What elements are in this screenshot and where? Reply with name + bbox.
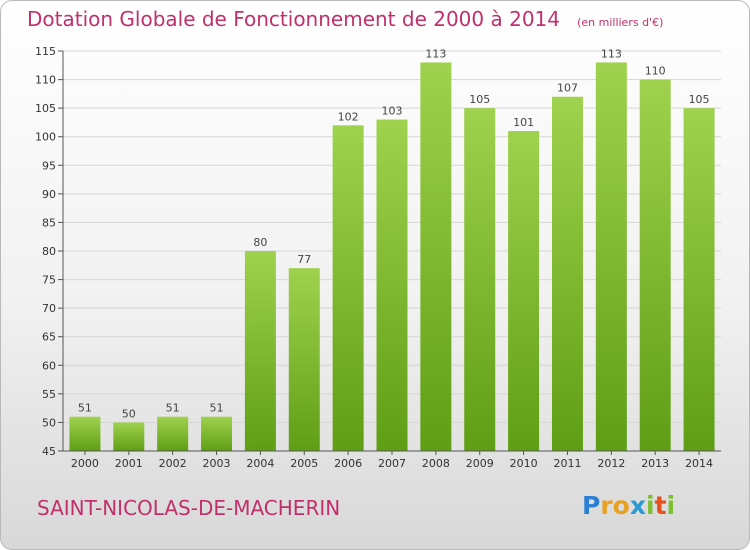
x-tick-label-2007: 2007 [378, 457, 406, 470]
x-tick-label-2005: 2005 [290, 457, 318, 470]
chart-subtitle: (en milliers d'€) [577, 16, 664, 29]
bar-2011 [551, 96, 583, 451]
value-label-2011: 107 [557, 82, 578, 95]
bars [69, 62, 715, 452]
y-tick-label: 65 [42, 331, 56, 344]
y-tick-label: 75 [42, 274, 56, 287]
value-label-2009: 105 [469, 93, 490, 106]
y-tick-label: 70 [42, 302, 56, 315]
y-tick-label: 95 [42, 159, 56, 172]
x-tick-label-2000: 2000 [71, 457, 99, 470]
x-tick-label-2011: 2011 [553, 457, 581, 470]
y-tick-label: 105 [35, 102, 56, 115]
value-label-2005: 77 [297, 253, 311, 266]
x-tick-label-2012: 2012 [597, 457, 625, 470]
bar-2007 [376, 119, 408, 452]
chart-title: Dotation Globale de Fonctionnement de 20… [27, 7, 560, 31]
y-tick-label: 90 [42, 188, 56, 201]
y-tick-label: 115 [35, 45, 56, 58]
bar-2013 [639, 79, 671, 452]
bar-2009 [464, 108, 496, 452]
y-tick-label: 80 [42, 245, 56, 258]
x-tick-label-2002: 2002 [159, 457, 187, 470]
value-label-2007: 103 [382, 105, 403, 118]
x-tick-label-2013: 2013 [641, 457, 669, 470]
bar-2008 [420, 62, 452, 452]
title-row: Dotation Globale de Fonctionnement de 20… [27, 7, 663, 31]
y-tick-label: 60 [42, 359, 56, 372]
bar-2000 [69, 416, 101, 451]
commune-name: SAINT-NICOLAS-DE-MACHERIN [37, 496, 341, 520]
x-tick-label-2006: 2006 [334, 457, 362, 470]
x-tick-label-2010: 2010 [510, 457, 538, 470]
logo-letter: i [666, 491, 676, 520]
x-tick-label-2001: 2001 [115, 457, 143, 470]
y-tick-label: 85 [42, 216, 56, 229]
x-tick-label-2004: 2004 [246, 457, 274, 470]
logo-letter: i [646, 491, 655, 520]
bar-2012 [595, 62, 627, 452]
y-tick-label: 55 [42, 388, 56, 401]
value-label-2001: 50 [122, 407, 136, 420]
logo-letter: t [654, 491, 667, 520]
value-label-2012: 113 [601, 47, 622, 60]
bar-2004 [244, 251, 276, 451]
x-tick-label-2014: 2014 [685, 457, 713, 470]
y-axis: 45 50 55 60 65 70 75 80 85 90 95 100 105 110 115 [35, 45, 64, 458]
bar-2003 [201, 416, 233, 451]
x-tick-label-2009: 2009 [466, 457, 494, 470]
bar-2014 [683, 108, 715, 452]
value-label-2000: 51 [78, 402, 92, 415]
logo-letter: P [582, 491, 601, 520]
bar-2001 [113, 422, 145, 451]
value-label-2002: 51 [166, 402, 180, 415]
x-axis: 2000 2001 2002 2003 2004 2005 2006 2007 2008 2009… [63, 450, 721, 470]
value-label-2014: 105 [689, 93, 710, 106]
value-labels: 51 50 51 51 80 77 102 103 113 105 101 107 113 110 105 [78, 47, 710, 420]
value-label-2013: 110 [645, 65, 666, 78]
logo-letter: o [612, 491, 630, 520]
bar-2006 [332, 125, 364, 452]
value-label-2008: 113 [425, 47, 446, 60]
x-tick-label-2003: 2003 [203, 457, 231, 470]
y-tick-label: 110 [35, 74, 56, 87]
logo-letter: r [600, 491, 613, 520]
value-label-2003: 51 [210, 402, 224, 415]
logo-letter: x [629, 491, 646, 520]
y-tick-label: 50 [42, 416, 56, 429]
x-tick-label-2008: 2008 [422, 457, 450, 470]
value-label-2010: 101 [513, 116, 534, 129]
proxiti-logo: Proxiti [582, 491, 675, 520]
bar-2005 [288, 268, 320, 451]
value-label-2006: 102 [338, 110, 359, 123]
y-tick-label: 100 [35, 131, 56, 144]
y-tick-label: 45 [42, 445, 56, 458]
bar-2002 [157, 416, 189, 451]
value-label-2004: 80 [253, 236, 267, 249]
bar-2010 [508, 131, 540, 451]
